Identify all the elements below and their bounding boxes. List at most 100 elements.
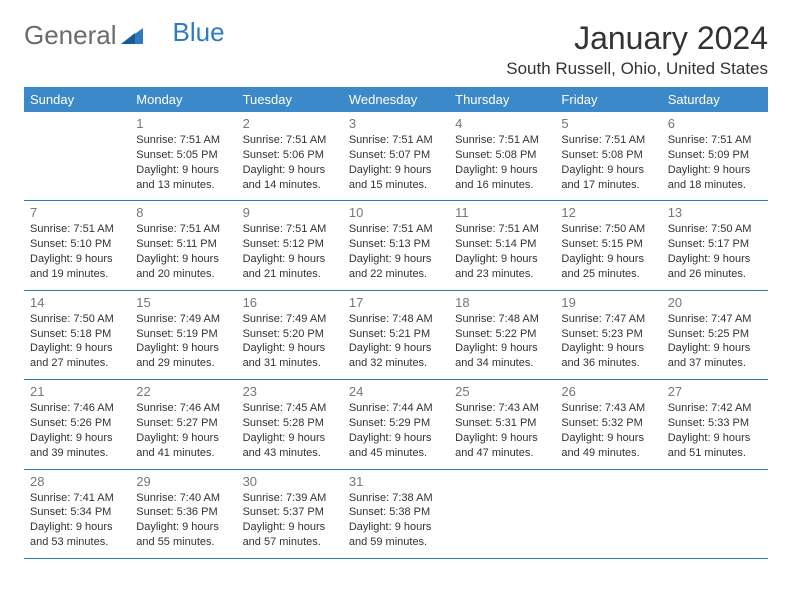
sunrise-text: Sunrise: 7:51 AM (455, 222, 549, 237)
sunrise-text: Sunrise: 7:46 AM (136, 401, 230, 416)
title-block: January 2024 South Russell, Ohio, United… (506, 20, 768, 79)
day-info: Sunrise: 7:51 AMSunset: 5:07 PMDaylight:… (349, 133, 443, 192)
sunrise-text: Sunrise: 7:51 AM (243, 133, 337, 148)
day-number: 26 (561, 384, 655, 399)
day-info: Sunrise: 7:49 AMSunset: 5:20 PMDaylight:… (243, 312, 337, 371)
sunset-text: Sunset: 5:15 PM (561, 237, 655, 252)
day-info: Sunrise: 7:47 AMSunset: 5:25 PMDaylight:… (668, 312, 762, 371)
day-cell: 23Sunrise: 7:45 AMSunset: 5:28 PMDayligh… (237, 380, 343, 468)
day-cell: 29Sunrise: 7:40 AMSunset: 5:36 PMDayligh… (130, 470, 236, 558)
day-number: 31 (349, 474, 443, 489)
daylight-text-2: and 39 minutes. (30, 446, 124, 461)
sunset-text: Sunset: 5:09 PM (668, 148, 762, 163)
day-info: Sunrise: 7:51 AMSunset: 5:10 PMDaylight:… (30, 222, 124, 281)
daylight-text-1: Daylight: 9 hours (30, 520, 124, 535)
daylight-text-1: Daylight: 9 hours (30, 431, 124, 446)
location: South Russell, Ohio, United States (506, 59, 768, 79)
sunset-text: Sunset: 5:38 PM (349, 505, 443, 520)
day-number: 5 (561, 116, 655, 131)
day-cell: 5Sunrise: 7:51 AMSunset: 5:08 PMDaylight… (555, 112, 661, 200)
day-number: 16 (243, 295, 337, 310)
sunrise-text: Sunrise: 7:39 AM (243, 491, 337, 506)
daylight-text-1: Daylight: 9 hours (30, 341, 124, 356)
day-info: Sunrise: 7:48 AMSunset: 5:21 PMDaylight:… (349, 312, 443, 371)
day-cell: 13Sunrise: 7:50 AMSunset: 5:17 PMDayligh… (662, 201, 768, 289)
daylight-text-2: and 20 minutes. (136, 267, 230, 282)
day-number: 24 (349, 384, 443, 399)
day-number: 25 (455, 384, 549, 399)
daylight-text-1: Daylight: 9 hours (30, 252, 124, 267)
sunset-text: Sunset: 5:19 PM (136, 327, 230, 342)
daylight-text-2: and 23 minutes. (455, 267, 549, 282)
daylight-text-2: and 13 minutes. (136, 178, 230, 193)
sunset-text: Sunset: 5:11 PM (136, 237, 230, 252)
daylight-text-1: Daylight: 9 hours (349, 252, 443, 267)
day-cell: 28Sunrise: 7:41 AMSunset: 5:34 PMDayligh… (24, 470, 130, 558)
daylight-text-1: Daylight: 9 hours (455, 431, 549, 446)
day-number: 1 (136, 116, 230, 131)
daylight-text-2: and 18 minutes. (668, 178, 762, 193)
day-info: Sunrise: 7:39 AMSunset: 5:37 PMDaylight:… (243, 491, 337, 550)
day-number: 17 (349, 295, 443, 310)
day-number: 7 (30, 205, 124, 220)
day-info: Sunrise: 7:44 AMSunset: 5:29 PMDaylight:… (349, 401, 443, 460)
header: General Blue January 2024 South Russell,… (24, 20, 768, 79)
day-info: Sunrise: 7:51 AMSunset: 5:13 PMDaylight:… (349, 222, 443, 281)
day-info: Sunrise: 7:51 AMSunset: 5:08 PMDaylight:… (455, 133, 549, 192)
sunrise-text: Sunrise: 7:43 AM (561, 401, 655, 416)
day-cell: 16 Sunrise: 7:49 AMSunset: 5:20 PMDayligh… (237, 291, 343, 379)
sunset-text: Sunset: 5:34 PM (30, 505, 124, 520)
sunrise-text: Sunrise: 7:50 AM (30, 312, 124, 327)
sunset-text: Sunset: 5:18 PM (30, 327, 124, 342)
day-number: 2 (243, 116, 337, 131)
daylight-text-2: and 25 minutes. (561, 267, 655, 282)
sunset-text: Sunset: 5:05 PM (136, 148, 230, 163)
daylight-text-2: and 15 minutes. (349, 178, 443, 193)
day-number: 10 (349, 205, 443, 220)
daylight-text-1: Daylight: 9 hours (668, 163, 762, 178)
sunset-text: Sunset: 5:14 PM (455, 237, 549, 252)
day-info: Sunrise: 7:43 AMSunset: 5:32 PMDaylight:… (561, 401, 655, 460)
sunrise-text: Sunrise: 7:42 AM (668, 401, 762, 416)
sunset-text: Sunset: 5:26 PM (30, 416, 124, 431)
logo-text-blue: Blue (173, 17, 225, 48)
daylight-text-1: Daylight: 9 hours (136, 252, 230, 267)
day-cell: 10 Sunrise: 7:51 AMSunset: 5:13 PMDayligh… (343, 201, 449, 289)
sunset-text: Sunset: 5:12 PM (243, 237, 337, 252)
empty-cell (555, 470, 661, 558)
day-cell: 18Sunrise: 7:48 AMSunset: 5:22 PMDayligh… (449, 291, 555, 379)
daylight-text-2: and 37 minutes. (668, 356, 762, 371)
sunrise-text: Sunrise: 7:40 AM (136, 491, 230, 506)
sunrise-text: Sunrise: 7:51 AM (136, 222, 230, 237)
sunset-text: Sunset: 5:29 PM (349, 416, 443, 431)
calendar: SundayMondayTuesdayWednesdayThursdayFrid… (24, 87, 768, 559)
day-number: 22 (136, 384, 230, 399)
sunrise-text: Sunrise: 7:49 AM (136, 312, 230, 327)
day-cell: 8Sunrise: 7:51 AMSunset: 5:11 PMDaylight… (130, 201, 236, 289)
sunset-text: Sunset: 5:08 PM (455, 148, 549, 163)
daylight-text-2: and 41 minutes. (136, 446, 230, 461)
sunset-text: Sunset: 5:33 PM (668, 416, 762, 431)
day-info: Sunrise: 7:43 AMSunset: 5:31 PMDaylight:… (455, 401, 549, 460)
day-header-cell: Tuesday (237, 87, 343, 112)
day-info: Sunrise: 7:51 AMSunset: 5:11 PMDaylight:… (136, 222, 230, 281)
day-number: 15 (136, 295, 230, 310)
daylight-text-2: and 49 minutes. (561, 446, 655, 461)
daylight-text-1: Daylight: 9 hours (136, 520, 230, 535)
day-number: 12 (561, 205, 655, 220)
sunset-text: Sunset: 5:07 PM (349, 148, 443, 163)
day-number: 13 (668, 205, 762, 220)
day-header-cell: Wednesday (343, 87, 449, 112)
daylight-text-2: and 55 minutes. (136, 535, 230, 550)
sunrise-text: Sunrise: 7:48 AM (455, 312, 549, 327)
day-info: Sunrise: 7:40 AMSunset: 5:36 PMDaylight:… (136, 491, 230, 550)
day-info: Sunrise: 7:45 AMSunset: 5:28 PMDaylight:… (243, 401, 337, 460)
day-cell: 31Sunrise: 7:38 AMSunset: 5:38 PMDayligh… (343, 470, 449, 558)
sunrise-text: Sunrise: 7:47 AM (668, 312, 762, 327)
week-row: 21Sunrise: 7:46 AMSunset: 5:26 PMDayligh… (24, 380, 768, 469)
sunset-text: Sunset: 5:31 PM (455, 416, 549, 431)
daylight-text-1: Daylight: 9 hours (455, 341, 549, 356)
daylight-text-2: and 53 minutes. (30, 535, 124, 550)
daylight-text-1: Daylight: 9 hours (349, 163, 443, 178)
daylight-text-2: and 51 minutes. (668, 446, 762, 461)
